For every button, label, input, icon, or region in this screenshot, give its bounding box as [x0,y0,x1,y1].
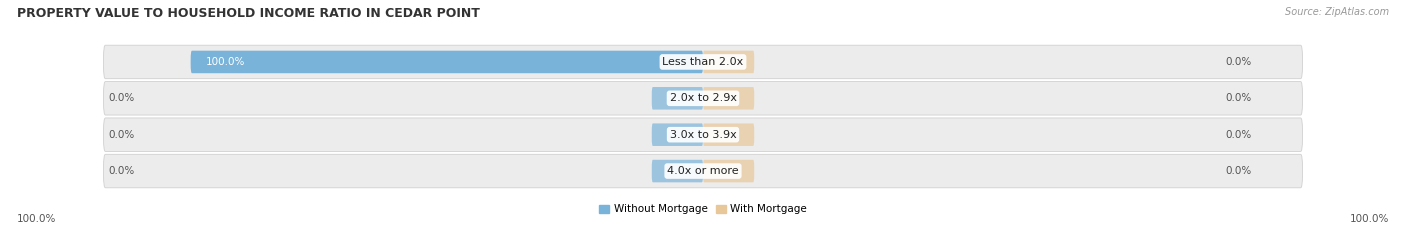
FancyBboxPatch shape [104,154,1302,188]
FancyBboxPatch shape [652,87,703,110]
FancyBboxPatch shape [104,118,1302,151]
Text: 0.0%: 0.0% [108,130,135,140]
FancyBboxPatch shape [703,51,754,73]
Legend: Without Mortgage, With Mortgage: Without Mortgage, With Mortgage [595,200,811,219]
Text: 4.0x or more: 4.0x or more [668,166,738,176]
Text: 100.0%: 100.0% [1350,214,1389,224]
Text: 0.0%: 0.0% [108,93,135,103]
FancyBboxPatch shape [104,45,1302,79]
Text: 0.0%: 0.0% [108,166,135,176]
Text: 100.0%: 100.0% [207,57,246,67]
Text: 100.0%: 100.0% [17,214,56,224]
Text: Source: ZipAtlas.com: Source: ZipAtlas.com [1285,7,1389,17]
Text: 2.0x to 2.9x: 2.0x to 2.9x [669,93,737,103]
Text: 0.0%: 0.0% [1226,57,1251,67]
Text: 0.0%: 0.0% [1226,166,1251,176]
Text: 3.0x to 3.9x: 3.0x to 3.9x [669,130,737,140]
FancyBboxPatch shape [703,87,754,110]
FancyBboxPatch shape [652,123,703,146]
Text: PROPERTY VALUE TO HOUSEHOLD INCOME RATIO IN CEDAR POINT: PROPERTY VALUE TO HOUSEHOLD INCOME RATIO… [17,7,479,20]
Text: 0.0%: 0.0% [1226,93,1251,103]
Text: Less than 2.0x: Less than 2.0x [662,57,744,67]
FancyBboxPatch shape [652,160,703,182]
FancyBboxPatch shape [104,82,1302,115]
FancyBboxPatch shape [703,123,754,146]
Text: 0.0%: 0.0% [1226,130,1251,140]
FancyBboxPatch shape [191,51,703,73]
FancyBboxPatch shape [703,160,754,182]
